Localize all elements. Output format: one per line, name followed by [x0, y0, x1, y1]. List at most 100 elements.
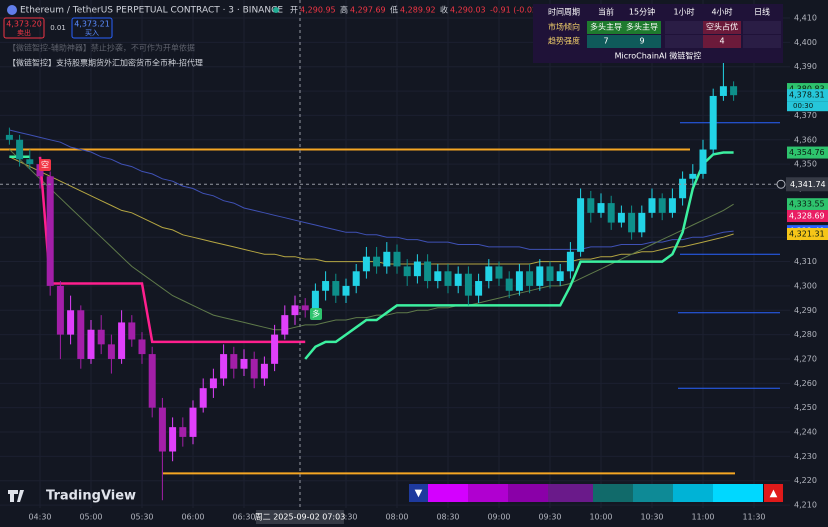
y-tick-label: 4,220 [794, 476, 817, 485]
ohlc-label: 收 [440, 5, 448, 15]
crosshair-y-box [786, 177, 828, 192]
panel-cell-text: 7 [603, 37, 608, 46]
y-tick-label: 4,250 [794, 403, 817, 412]
candle-body [107, 344, 115, 359]
candle-body [617, 212, 625, 223]
y-tick-label: 4,290 [794, 306, 817, 315]
heat-cell [508, 484, 548, 502]
candle-body [628, 212, 636, 233]
panel-cell [703, 35, 741, 48]
candle-body [250, 358, 258, 379]
y-tick-label: 4,210 [794, 501, 817, 510]
candle-body [495, 266, 503, 279]
x-tick-label: 06:30 [232, 513, 255, 522]
x-tick-label: 11:00 [691, 513, 714, 522]
price-tag [787, 89, 828, 102]
candle-body [383, 251, 391, 267]
candle-body [658, 198, 666, 213]
candle-body [638, 212, 646, 233]
crosshair-x-label: 周二 2025-09-02 07:03 [255, 513, 346, 522]
y-tick-label: 4,230 [794, 452, 817, 461]
price-tag-label: 4,321.31 [789, 230, 825, 239]
note: 【微链智控】支持股票期货外汇加密货币全币种-招代理 [8, 58, 203, 68]
candle-body [281, 315, 289, 335]
price-tag-label: 4,378.31 [789, 91, 825, 100]
candle-body [158, 407, 166, 452]
candle-body [566, 251, 574, 272]
x-tick-label: 09:00 [487, 513, 510, 522]
signal-box [310, 308, 322, 320]
candle-body [648, 198, 656, 213]
candle-body [597, 203, 605, 213]
price-tag-label: 4,333.55 [789, 200, 825, 209]
price-tag [787, 146, 828, 159]
candle-body [128, 322, 136, 340]
y-tick-label: 4,390 [794, 62, 817, 71]
down-button[interactable] [409, 484, 428, 502]
coin-icon [7, 5, 17, 15]
candle-body [97, 329, 105, 345]
signal-label: 多 [312, 309, 320, 319]
x-tick-label: 11:30 [742, 513, 765, 522]
price-tag [787, 210, 828, 223]
candle-body [536, 266, 544, 286]
candle-body [434, 271, 442, 282]
x-tick-label: 07:30 [334, 513, 357, 522]
x-tick-label: 10:30 [640, 513, 663, 522]
candle-body [220, 354, 228, 379]
y-tick-label: 4,400 [794, 38, 817, 47]
countdown: 00:30 [793, 102, 813, 110]
panel-cell [743, 21, 781, 34]
indicator-line [9, 156, 734, 265]
signal-box [39, 159, 51, 171]
crosshair-y-label: 4,341.74 [790, 180, 826, 189]
spread: 0.01 [50, 24, 66, 32]
candle-body [515, 271, 523, 291]
x-tick-label: 10:00 [589, 513, 612, 522]
candle-body [67, 310, 75, 335]
candle-body [587, 198, 595, 213]
candle-body [322, 281, 330, 291]
candle-body [87, 329, 95, 359]
buy-label: 买入 [85, 29, 99, 37]
price-tag [787, 228, 828, 241]
candle-body [240, 358, 248, 369]
x-tick-label: 09:30 [538, 513, 561, 522]
panel-cell-text: 4 [719, 37, 724, 46]
candle-body [709, 95, 717, 150]
candle-body [454, 273, 462, 286]
candle-body [179, 427, 187, 437]
candle-body [485, 266, 493, 282]
candle-body [56, 285, 64, 335]
indicator-line [38, 156, 306, 344]
candle-body [342, 285, 350, 296]
brand-logo [8, 490, 24, 502]
up-button[interactable] [764, 484, 783, 502]
ohlc-value: 4,290.03 [450, 6, 486, 15]
candle-body [311, 290, 319, 311]
panel-header: 1小时 [673, 7, 694, 17]
panel-row-label: 市场倾向 [548, 22, 580, 32]
note: 【微链智控-辅助神器】禁止抄袭，不可作为开单依据 [8, 43, 195, 53]
heat-bar: ▼ ▲ [409, 484, 783, 502]
signal-label: 空 [41, 160, 49, 170]
panel-cell [743, 35, 781, 48]
heat-cell [593, 484, 633, 502]
candle-body [444, 271, 452, 286]
candle-body [77, 310, 85, 359]
candle-body [301, 305, 309, 311]
buy-button[interactable] [71, 17, 113, 39]
countdown-box [787, 101, 828, 112]
candle-body [393, 251, 401, 267]
candle-body [189, 407, 197, 437]
panel-cell-text: 多头主导 [590, 22, 622, 32]
x-tick-label: 08:00 [385, 513, 408, 522]
sell-button[interactable] [3, 17, 45, 39]
status-dot [273, 7, 279, 13]
panel-cell [623, 21, 661, 34]
y-tick-label: 4,260 [794, 379, 817, 388]
price-tag [787, 198, 828, 211]
y-tick-label: 4,240 [794, 428, 817, 437]
candle-body [413, 261, 421, 277]
panel-cell-text: 空头占优 [706, 22, 738, 32]
